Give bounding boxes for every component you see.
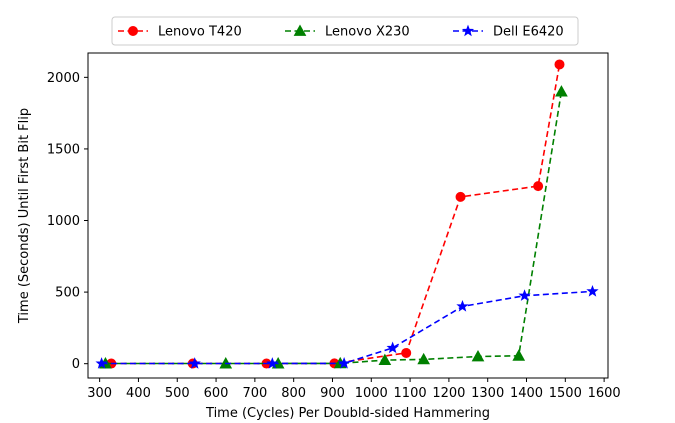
data-point [555, 85, 568, 97]
x-tick-label: 500 [165, 386, 190, 401]
legend-items: Lenovo T420 Lenovo X230 Dell E6420 [118, 24, 564, 40]
legend-label: Lenovo T420 [158, 25, 242, 40]
legend-item: Lenovo X230 [285, 24, 410, 40]
x-tick-label: 1100 [394, 386, 427, 401]
x-tick-label: 1200 [432, 386, 465, 401]
data-point [95, 357, 108, 369]
series-line [101, 290, 593, 365]
data-point [456, 299, 469, 312]
data-point [554, 59, 565, 70]
plot-area [95, 59, 599, 369]
y-tick-label: 1000 [47, 214, 80, 229]
data-point [386, 341, 399, 354]
x-tick-label: 1600 [588, 386, 621, 401]
legend-label: Lenovo X230 [325, 25, 410, 40]
y-axis-label: Time (Seconds) Until First Bit Flip [17, 108, 32, 324]
x-tick-label: 700 [242, 386, 267, 401]
legend-box [111, 16, 579, 46]
x-tick-label: 1500 [549, 386, 582, 401]
series-dell-e6420 [95, 284, 599, 369]
x-tick-label: 1000 [355, 386, 388, 401]
data-point [512, 349, 526, 361]
data-point [417, 352, 431, 365]
y-tick-label: 2000 [47, 71, 80, 86]
legend-marker [461, 24, 475, 37]
legend-item: Dell E6420 [453, 25, 564, 40]
x-tick-label: 400 [126, 386, 151, 401]
data-point [401, 347, 412, 358]
x-tick-label: 800 [281, 386, 306, 401]
data-point [586, 284, 599, 297]
data-point [266, 357, 279, 369]
legend-marker [128, 26, 138, 36]
y-axis-ticks: 0 500 1000 1500 2000 [47, 71, 88, 372]
series-line [111, 64, 561, 365]
x-axis-ticks: 300 400 500 600 700 800 900 1000 1100 1200 1300 140… [87, 378, 621, 401]
legend: Lenovo T420 Lenovo X230 Dell E6420 [111, 16, 579, 46]
data-point [338, 356, 351, 369]
x-tick-label: 600 [204, 386, 229, 401]
legend-marker [293, 24, 307, 36]
series-lenovo-t420 [106, 59, 565, 369]
x-tick-label: 1300 [471, 386, 504, 401]
series-lenovo-x230 [99, 85, 568, 369]
x-tick-label: 1400 [510, 386, 543, 401]
y-tick-label: 500 [55, 286, 80, 301]
data-point [533, 181, 544, 192]
x-tick-label: 900 [320, 386, 345, 401]
x-tick-label: 300 [87, 386, 112, 401]
series-line [105, 91, 563, 365]
data-point [455, 191, 466, 202]
data-point [378, 353, 392, 366]
y-tick-label: 0 [72, 357, 80, 372]
data-point [188, 357, 201, 369]
data-point [518, 289, 531, 301]
legend-label: Dell E6420 [493, 25, 564, 40]
x-axis-label: Time (Cycles) Per Doubld-sided Hammering [205, 406, 490, 421]
y-tick-label: 1500 [47, 142, 80, 157]
legend-item: Lenovo T420 [118, 25, 242, 40]
data-point [471, 349, 485, 362]
axes-frame [87, 52, 609, 379]
